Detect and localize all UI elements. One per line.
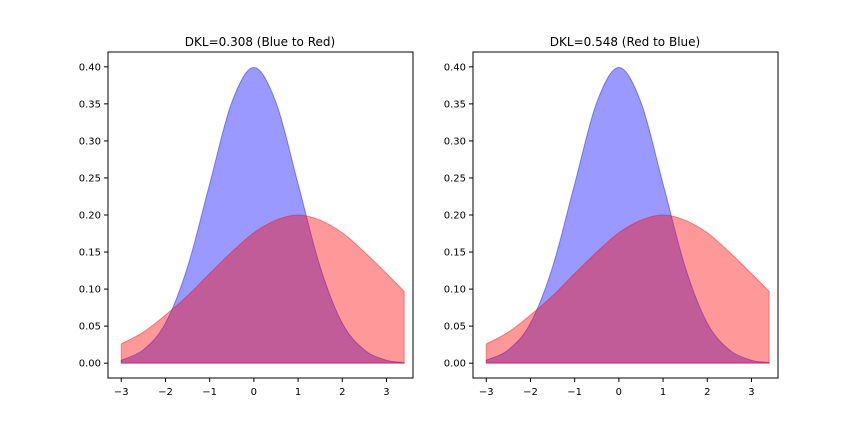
y-tick-label: 0.15 [79, 248, 101, 259]
series-1-area [120, 214, 405, 364]
x-tick-label: −2 [158, 387, 173, 398]
y-tick-label: 0.10 [79, 285, 101, 296]
y-tick-label: 0.30 [444, 136, 466, 147]
x-tick-label: −3 [114, 387, 129, 398]
y-tick-label: 0.00 [79, 359, 101, 370]
y-tick-label: 0.05 [79, 322, 101, 333]
series-0-area [120, 67, 405, 364]
x-tick-label: 2 [704, 387, 710, 398]
y-tick-label: 0.05 [444, 322, 466, 333]
y-tick-label: 0.15 [444, 248, 466, 259]
subplot-title: DKL=0.548 (Red to Blue) [550, 35, 700, 49]
y-tick-label: 0.30 [79, 136, 101, 147]
tick-layer: −3 −2 −1 0 1 2 3 0.00 0.05 0.10 0.15 0.20 0.25 0.30 0.… [444, 62, 755, 398]
y-tick-label: 0.10 [444, 285, 466, 296]
x-tick-label: 3 [748, 387, 754, 398]
series-1-area [485, 214, 770, 364]
series-layer [120, 67, 405, 364]
y-tick-label: 0.25 [444, 173, 466, 184]
y-tick-label: 0.40 [79, 62, 101, 73]
y-tick-label: 0.00 [444, 359, 466, 370]
series-0-area [485, 67, 770, 364]
y-tick-label: 0.40 [444, 62, 466, 73]
y-tick-label: 0.20 [79, 211, 101, 222]
x-tick-label: −1 [202, 387, 217, 398]
x-tick-label: −1 [567, 387, 582, 398]
subplot-blue-to-red: DKL=0.308 (Blue to Red) −3 −2 −1 0 1 2 3 0.00 0.… [79, 35, 414, 398]
subplot-red-to-blue: DKL=0.548 (Red to Blue) −3 −2 −1 0 1 2 3 0.00 0.… [444, 35, 779, 398]
y-tick-label: 0.20 [444, 211, 466, 222]
tick-layer: −3 −2 −1 0 1 2 3 0.00 0.05 0.10 0.15 0.20 0.25 0.30 0.… [79, 62, 390, 398]
axes-frame [107, 51, 414, 379]
x-tick-label: 1 [295, 387, 301, 398]
y-tick-label: 0.35 [79, 99, 101, 110]
x-tick-label: −3 [479, 387, 494, 398]
x-tick-label: 3 [383, 387, 389, 398]
x-tick-label: 1 [660, 387, 666, 398]
axes-frame [472, 51, 779, 379]
x-tick-label: 0 [616, 387, 622, 398]
y-tick-label: 0.35 [444, 99, 466, 110]
y-tick-label: 0.25 [79, 173, 101, 184]
subplot-title: DKL=0.308 (Blue to Red) [185, 35, 335, 49]
series-layer [485, 67, 770, 364]
x-tick-label: −2 [523, 387, 538, 398]
x-tick-label: 2 [339, 387, 345, 398]
x-tick-label: 0 [251, 387, 257, 398]
